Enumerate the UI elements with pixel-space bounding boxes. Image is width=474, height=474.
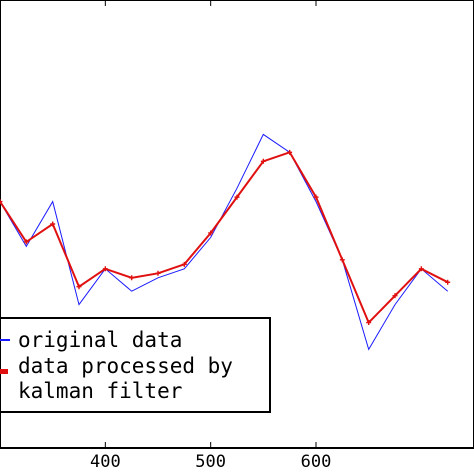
ticks-layer: 400 500 600 [90, 0, 331, 472]
legend-label-original: original data [18, 328, 182, 352]
x-tick-label: 400 [90, 452, 121, 472]
series-layer [0, 133, 451, 351]
kalman-point-marker [155, 270, 161, 276]
legend-label-kalman-line2: kalman filter [18, 379, 182, 403]
x-tick-label: 500 [195, 452, 226, 472]
kalman-point-marker [0, 199, 3, 205]
legend-box [0, 317, 271, 413]
kalman-point-marker [418, 266, 424, 272]
series-line-kalman-filter [0, 151, 449, 325]
legend-label-kalman: data processed by [18, 354, 233, 378]
legend-swatch-kalman [0, 369, 8, 374]
kalman-point-marker [392, 293, 398, 299]
kalman-point-marker [181, 261, 187, 267]
kalman-point-marker [129, 275, 135, 281]
kalman-point-marker [208, 230, 214, 236]
kalman-point-marker [23, 239, 29, 245]
x-tick-label: 600 [301, 452, 332, 472]
kalman-point-marker [234, 194, 240, 200]
kalman-point-marker [76, 284, 82, 290]
kalman-point-marker [102, 266, 108, 272]
kalman-point-marker [366, 320, 372, 326]
kalman-point-marker [287, 149, 293, 155]
legend: original data data processed by kalman f… [0, 317, 271, 413]
kalman-point-marker [260, 158, 266, 164]
kalman-point-marker [339, 257, 345, 263]
kalman-point-marker [313, 194, 319, 200]
series-line-original-data [0, 133, 449, 351]
kalman-point-marker [50, 221, 56, 227]
kalman-point-marker [445, 279, 451, 285]
